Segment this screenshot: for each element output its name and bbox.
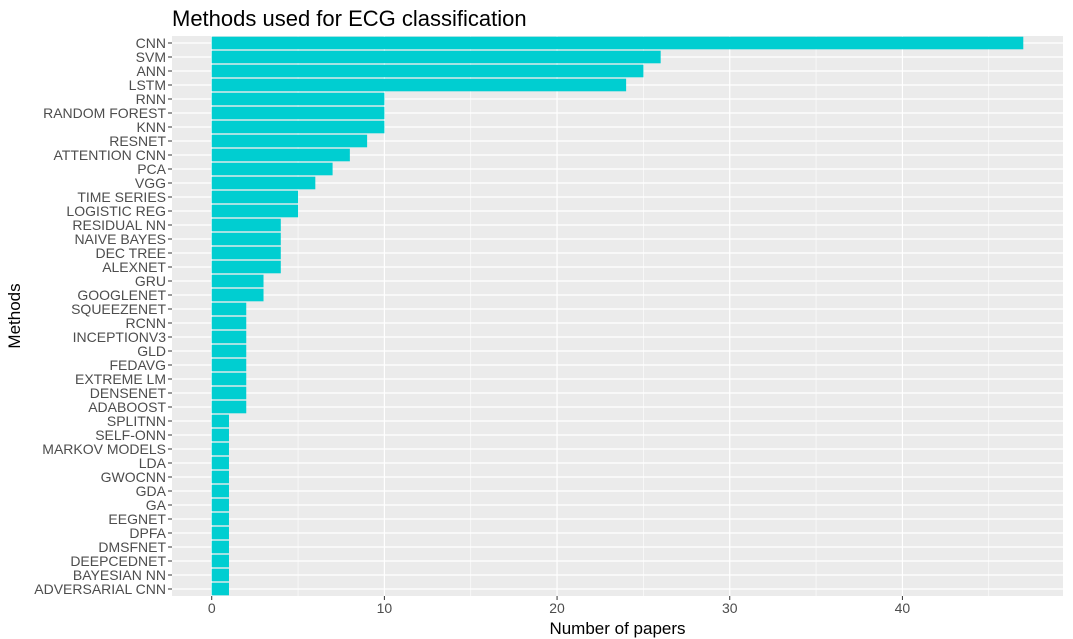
category-label: KNN: [136, 119, 166, 135]
bar: [211, 456, 229, 470]
category-label: ADVERSARIAL CNN: [34, 581, 166, 597]
bar: [211, 218, 281, 232]
bar: [211, 106, 385, 120]
bar: [211, 92, 385, 106]
category-label: INCEPTIONV3: [73, 329, 167, 345]
bar: [211, 120, 385, 134]
bar: [211, 568, 229, 582]
category-label: NAIVE BAYES: [74, 231, 166, 247]
bar: [211, 260, 281, 274]
category-label: LOGISTIC REG: [66, 203, 166, 219]
bar: [211, 78, 627, 92]
category-label: MARKOV MODELS: [42, 441, 166, 457]
bar: [211, 540, 229, 554]
category-label: RCNN: [126, 315, 166, 331]
x-tick-label: 10: [377, 600, 393, 616]
bar: [211, 344, 247, 358]
category-label: PCA: [137, 161, 166, 177]
category-label: EXTREME LM: [75, 371, 166, 387]
bar: [211, 358, 247, 372]
bar: [211, 428, 229, 442]
bar: [211, 386, 247, 400]
category-label: ADABOOST: [88, 399, 166, 415]
bar: [211, 274, 264, 288]
category-label: GWOCNN: [101, 469, 166, 485]
category-label: VGG: [135, 175, 166, 191]
category-label: RESIDUAL NN: [72, 217, 166, 233]
category-label: TIME SERIES: [77, 189, 166, 205]
bar: [211, 36, 1024, 50]
bar: [211, 470, 229, 484]
category-label: GRU: [135, 273, 166, 289]
x-tick-label: 40: [895, 600, 911, 616]
category-label: SELF-ONN: [95, 427, 166, 443]
category-label: SPLITNN: [107, 413, 166, 429]
bar: [211, 288, 264, 302]
bar: [211, 204, 299, 218]
category-label: DEC TREE: [95, 245, 166, 261]
bar: [211, 64, 644, 78]
bar: [211, 134, 368, 148]
category-label: CNN: [136, 35, 166, 51]
y-axis-title: Methods: [5, 283, 24, 348]
category-label: GOOGLENET: [77, 287, 166, 303]
category-label: RANDOM FOREST: [43, 105, 166, 121]
category-label: ATTENTION CNN: [53, 147, 166, 163]
bar: [211, 190, 299, 204]
bar: [211, 484, 229, 498]
bars: [211, 36, 1024, 596]
category-label: SVM: [136, 49, 166, 65]
x-axis-title: Number of papers: [549, 619, 685, 638]
bar: [211, 176, 316, 190]
category-label: LSTM: [129, 77, 166, 93]
bar: [211, 400, 247, 414]
bar: [211, 414, 229, 428]
bar: [211, 498, 229, 512]
category-label: LDA: [139, 455, 167, 471]
category-label: DMSFNET: [98, 539, 166, 555]
category-label: FEDAVG: [109, 357, 166, 373]
category-label: ANN: [136, 63, 166, 79]
category-label: BAYESIAN NN: [73, 567, 166, 583]
bar: [211, 582, 229, 596]
category-label: GLD: [137, 343, 166, 359]
category-label: RESNET: [109, 133, 166, 149]
category-label: DPFA: [129, 525, 166, 541]
bar: [211, 232, 281, 246]
bar: [211, 526, 229, 540]
category-label: RNN: [136, 91, 166, 107]
x-tick-label: 30: [722, 600, 738, 616]
category-label: ALEXNET: [102, 259, 166, 275]
chart-title: Methods used for ECG classification: [172, 6, 527, 31]
bar: [211, 512, 229, 526]
bar: [211, 442, 229, 456]
category-label: DENSENET: [90, 385, 167, 401]
bar: [211, 246, 281, 260]
category-label: GDA: [136, 483, 167, 499]
bar: [211, 554, 229, 568]
x-tick-label: 0: [208, 600, 216, 616]
bar: [211, 148, 350, 162]
category-label: EEGNET: [108, 511, 166, 527]
bar: [211, 316, 247, 330]
bar: [211, 50, 661, 64]
x-axis: 0 10 20 30 40: [208, 596, 911, 616]
plot-panel: [172, 36, 1063, 596]
category-label: GA: [146, 497, 167, 513]
bar: [211, 330, 247, 344]
bar: [211, 302, 247, 316]
x-tick-label: 20: [549, 600, 565, 616]
bar: [211, 162, 333, 176]
bar: [211, 372, 247, 386]
category-label: SQUEEZENET: [71, 301, 166, 317]
category-label: DEEPCEDNET: [70, 553, 166, 569]
